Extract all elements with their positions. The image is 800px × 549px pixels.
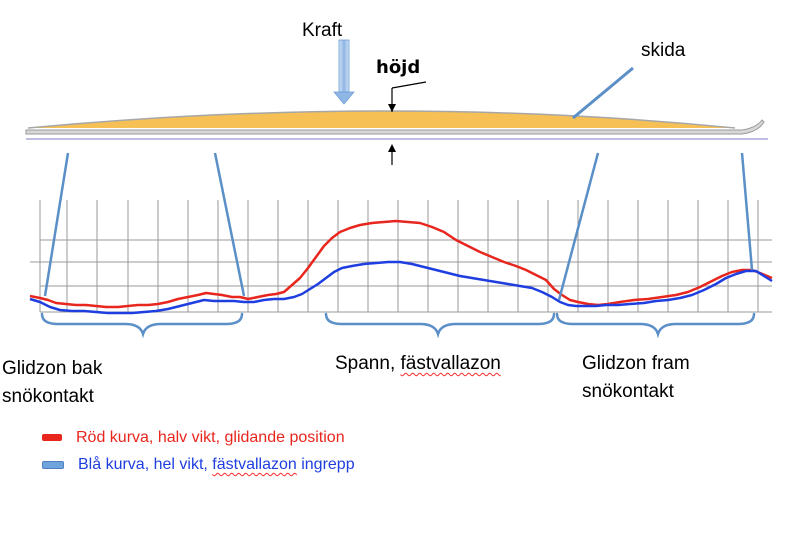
zone-braces xyxy=(40,312,756,339)
zone-callout-lines xyxy=(43,152,754,301)
legend-blue-text-before: Blå kurva, hel vikt, xyxy=(78,456,213,473)
front-zone-label: Glidzon fram snökontakt xyxy=(582,351,690,405)
force-label: Kraft xyxy=(302,20,343,41)
span-zone-label-prefix: Spann, xyxy=(335,353,401,374)
height-label: höjd xyxy=(376,57,421,78)
rear-zone-brace xyxy=(40,312,244,339)
legend-blue-text-after: ingrepp xyxy=(296,456,355,473)
ski xyxy=(25,110,768,140)
front-zone-label-line1: Glidzon fram xyxy=(582,353,690,374)
span-zone-label: Spann, fästvallazon xyxy=(335,351,501,377)
ski-base xyxy=(25,119,765,135)
span-zone-label-underlined: fästvallazon xyxy=(400,353,501,374)
legend-red-row: Röd kurva, halv vikt, glidande position xyxy=(42,428,345,448)
ski-top-edge xyxy=(27,110,736,129)
chart-grid xyxy=(30,200,772,313)
ski-callout-line xyxy=(572,66,634,120)
rear-zone-label-line2: snökontakt xyxy=(2,386,94,407)
legend-red-swatch xyxy=(42,434,62,442)
legend-blue-row: Blå kurva, hel vikt, fästvallazon ingrep… xyxy=(42,455,355,475)
legend-red-text: Röd kurva, halv vikt, glidande position xyxy=(76,429,345,446)
force-arrow xyxy=(333,39,355,105)
span-zone-brace xyxy=(324,312,556,339)
ski-label: skida xyxy=(641,40,686,61)
front-zone-brace xyxy=(555,312,756,339)
rear-zone-label-line1: Glidzon bak xyxy=(2,358,103,379)
rear-zone-label: Glidzon bak snökontakt xyxy=(2,356,102,410)
blue-pressure-curve xyxy=(29,260,773,315)
front-zone-label-line2: snökontakt xyxy=(582,381,674,402)
legend-blue-swatch xyxy=(42,460,64,469)
legend-blue-text-underlined: fästvallazon xyxy=(212,456,297,473)
red-pressure-curve xyxy=(29,219,773,309)
height-indicator xyxy=(388,81,427,165)
